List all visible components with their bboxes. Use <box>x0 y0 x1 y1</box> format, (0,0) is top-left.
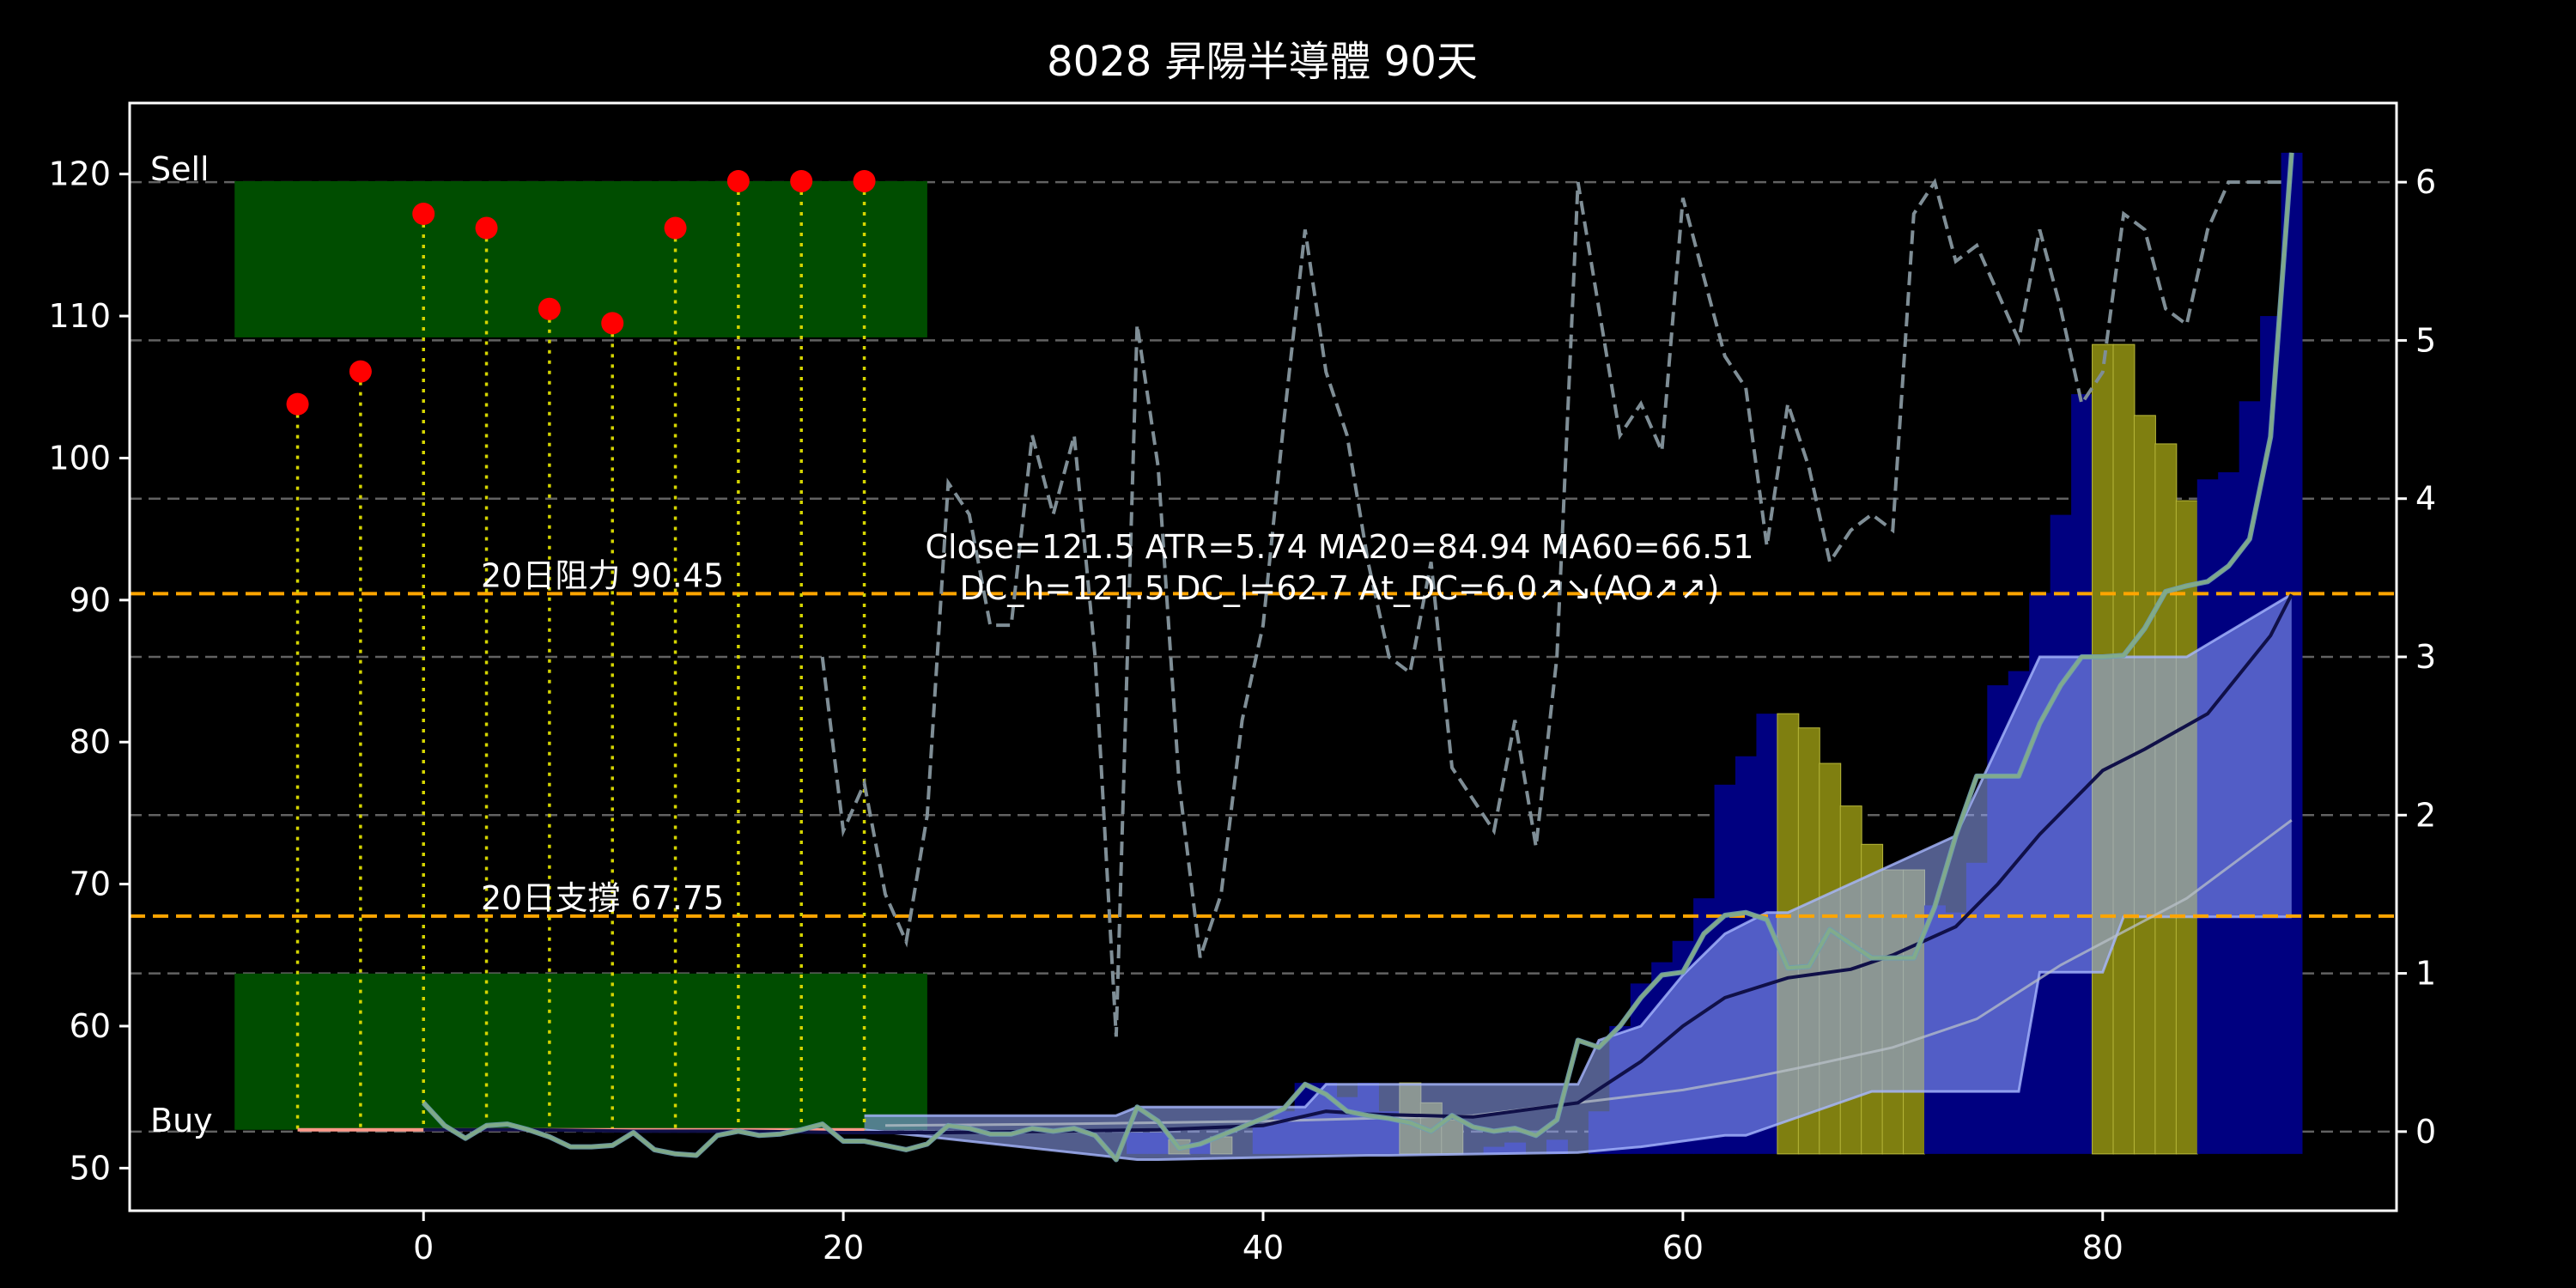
sell-zone-label: Sell <box>150 150 210 188</box>
price-lines <box>297 152 2294 1163</box>
signal-zones <box>234 180 927 1130</box>
y-tick-label: 100 <box>48 439 111 477</box>
ma60-line <box>884 818 2293 1127</box>
x-tick-label: 80 <box>2082 1229 2123 1267</box>
sell-point <box>853 169 876 192</box>
resistance-label: 20日阻力 90.45 <box>481 556 724 594</box>
chart-title: 8028 昇陽半導體 90天 <box>1047 38 1478 86</box>
y-tick-label: 120 <box>48 155 111 193</box>
x-tick-label: 20 <box>823 1229 864 1267</box>
y2-tick-label: 3 <box>2415 638 2436 676</box>
y2-tick-label: 0 <box>2415 1113 2436 1151</box>
y-tick-label: 70 <box>70 866 111 903</box>
y2-tick-label: 1 <box>2415 955 2436 993</box>
donchian-low-line <box>864 915 2292 1161</box>
sell-signal-stems <box>295 180 866 1130</box>
x-tick-label: 0 <box>413 1229 434 1267</box>
y2-tick-label: 4 <box>2415 480 2436 518</box>
sell-point <box>664 216 687 240</box>
sell-point <box>601 312 624 335</box>
y2-tick-label: 5 <box>2415 321 2436 359</box>
y-tick-label: 80 <box>70 723 111 761</box>
ma20-line <box>423 593 2293 1134</box>
y-tick-label: 110 <box>48 297 111 335</box>
support-label: 20日支撐 67.75 <box>481 879 724 917</box>
x-tick-label: 40 <box>1242 1229 1284 1267</box>
donchian-band <box>864 594 2292 1160</box>
sell-point <box>538 297 561 320</box>
support-resistance-lines <box>130 592 2397 918</box>
stats-annotation-line1: Close=121.5 ATR=5.74 MA20=84.94 MA60=66.… <box>925 528 1753 566</box>
buy-zone-label: Buy <box>150 1102 213 1139</box>
sell-point <box>286 392 309 416</box>
price-line-overlay <box>422 152 2293 1162</box>
sell-signal-points <box>286 169 876 416</box>
buy-zone <box>234 973 927 1130</box>
y-tick-label: 60 <box>70 1007 111 1045</box>
y2-tick-label: 6 <box>2415 163 2436 201</box>
y2-tick-label: 2 <box>2415 796 2436 834</box>
close-right-axis-line <box>820 178 2292 1037</box>
donchian-channel <box>864 592 2293 1161</box>
donchian-high-line <box>864 592 2293 1117</box>
axes: 0 20 40 60 80 50 60 70 80 90 100 110 120 0 1 2 3 4 5 6 <box>48 155 2436 1267</box>
stats-annotation-line2: DC_h=121.5 DC_l=62.7 At_DC=6.0↗↘(AO↗↗) <box>959 569 1719 607</box>
sell-point <box>475 216 498 240</box>
sell-point <box>349 360 372 383</box>
sell-point <box>412 203 435 225</box>
sell-zone <box>234 180 927 337</box>
sell-point <box>726 169 750 192</box>
sell-point <box>790 169 813 192</box>
x-tick-label: 60 <box>1662 1229 1704 1267</box>
y-tick-label: 50 <box>70 1149 111 1187</box>
chart-labels: Sell Buy 20日阻力 90.45 20日支撐 67.75 Close=1… <box>150 150 1754 1139</box>
y-tick-label: 90 <box>70 581 111 619</box>
